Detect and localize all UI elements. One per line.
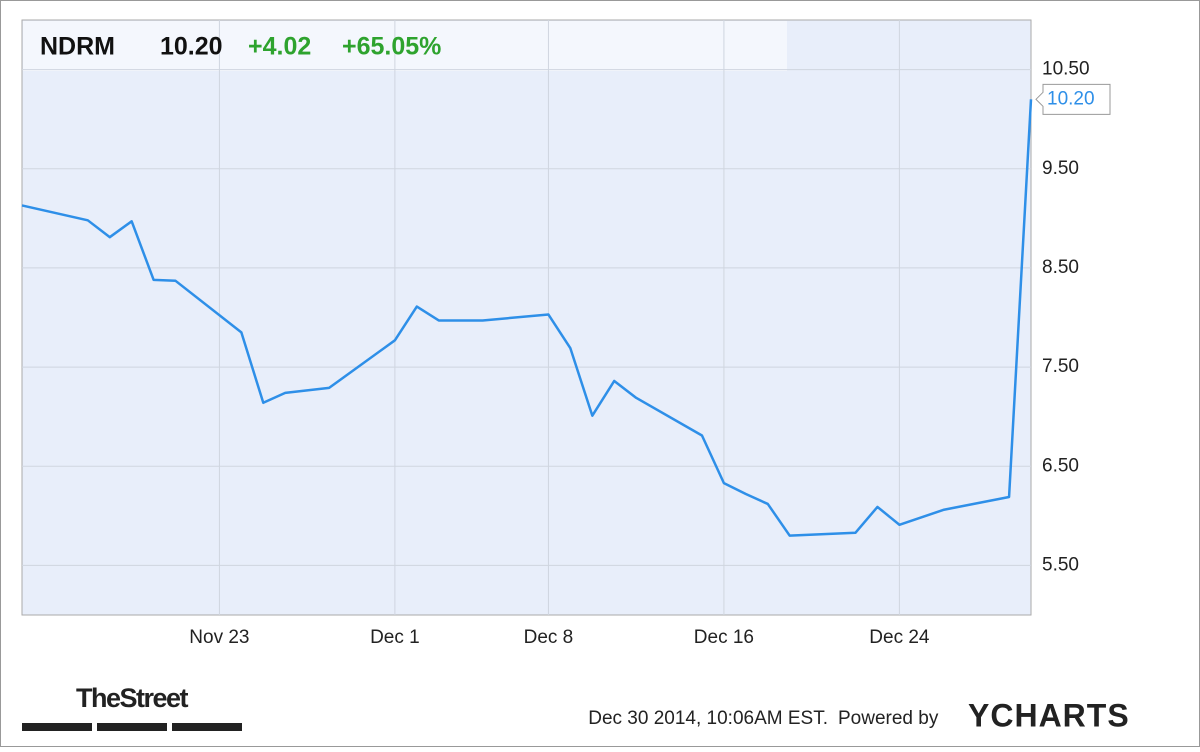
y-tick-label: 9.50 [1042, 158, 1079, 179]
grid [22, 20, 1031, 615]
y-tick-label: 10.50 [1042, 59, 1090, 80]
price: 10.20 [160, 33, 223, 61]
logo-bar [22, 723, 92, 731]
logo-bar [97, 723, 167, 731]
symbol: NDRM [40, 33, 115, 61]
last-value-label: 10.20 [1047, 88, 1095, 109]
x-tick-label: Nov 23 [189, 627, 249, 648]
y-tick-label: 8.50 [1042, 257, 1079, 278]
x-tick-label: Dec 24 [869, 627, 930, 648]
y-tick-label: 5.50 [1042, 554, 1079, 575]
x-tick-label: Dec 1 [370, 627, 420, 648]
lines [21, 99, 1033, 537]
logo-bar [172, 723, 242, 731]
x-tick-label: Dec 16 [694, 627, 754, 648]
x-tick-label: Dec 8 [524, 627, 574, 648]
change: +4.02 [248, 33, 311, 61]
powered-by: Powered by [838, 708, 939, 729]
source-logo: TheStreet [76, 683, 189, 713]
price-line [21, 99, 1033, 537]
brand: YCHARTS [968, 697, 1130, 733]
change-pct: +65.05% [342, 33, 441, 61]
header-band [23, 21, 787, 71]
last-value-callout [1035, 83, 1111, 115]
timestamp: Dec 30 2014, 10:06AM EST. [588, 708, 828, 729]
y-tick-label: 6.50 [1042, 455, 1079, 476]
y-tick-label: 7.50 [1042, 356, 1079, 377]
